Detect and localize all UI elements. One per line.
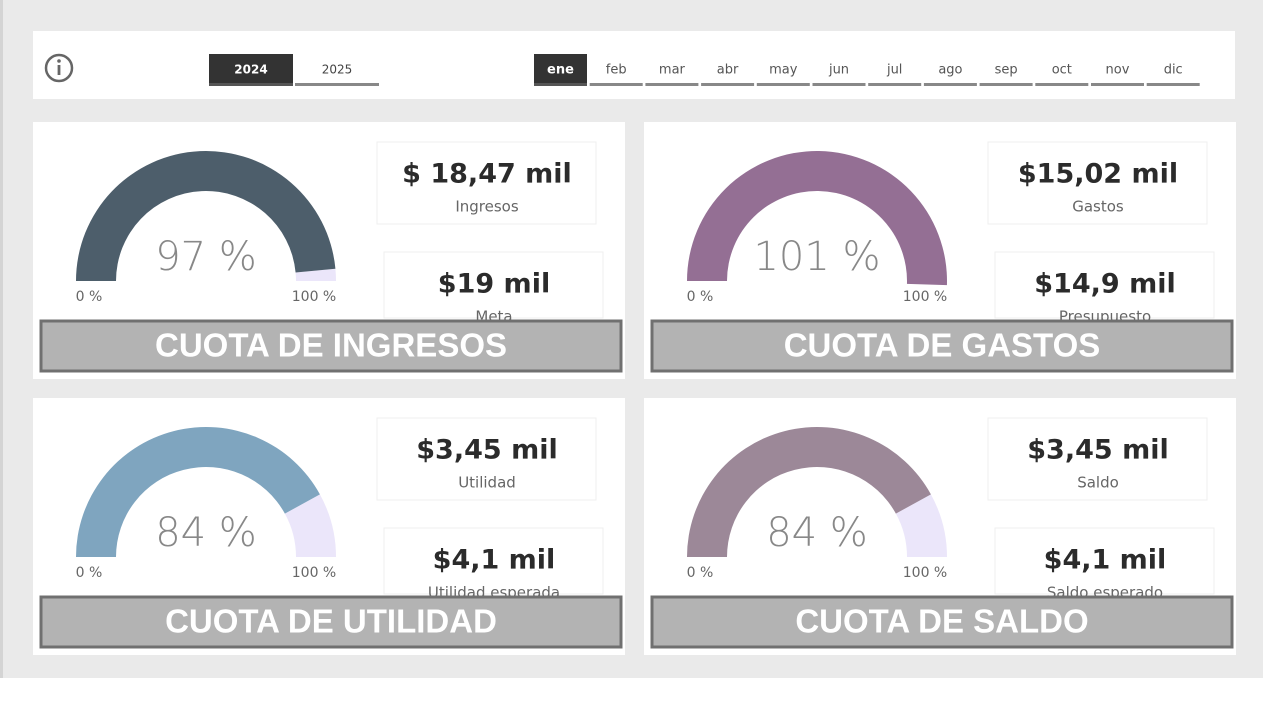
month-tab-underline	[1035, 83, 1089, 86]
month-tab[interactable]	[1035, 54, 1089, 84]
month-tab[interactable]	[868, 54, 922, 84]
kpi-box	[383, 527, 604, 595]
month-tab[interactable]	[645, 54, 699, 84]
card-title-bar	[39, 319, 623, 373]
month-tab-label: ene	[547, 63, 574, 78]
info-icon[interactable]	[44, 53, 74, 83]
gauge-value-arc	[76, 150, 336, 281]
kpi-box	[987, 417, 1208, 501]
month-tab-underline	[1146, 83, 1200, 86]
kpi-value: $3,45 mil	[1027, 435, 1168, 466]
kpi-value: $4,1 mil	[1044, 545, 1167, 576]
gauge-value-label: 97 %	[155, 234, 257, 280]
month-tab-underline	[1091, 83, 1144, 86]
month-tab[interactable]	[1091, 54, 1144, 84]
card-title: CUOTA DE INGRESOS	[155, 327, 507, 364]
year-tab-label: 2024	[234, 63, 267, 77]
month-tab[interactable]	[923, 54, 977, 84]
kpi-label: Ingresos	[455, 198, 519, 216]
card-title: CUOTA DE GASTOS	[784, 327, 1101, 364]
card-title-bar	[650, 595, 1234, 649]
month-tab-label: mar	[659, 63, 686, 78]
month-tab-label: feb	[606, 63, 627, 78]
month-tab[interactable]	[756, 54, 810, 84]
card-title: CUOTA DE UTILIDAD	[165, 603, 497, 640]
gauge-max-label: 100 %	[292, 565, 336, 581]
month-tab-label: sep	[995, 63, 1018, 78]
gauge-value-label: 84 %	[155, 510, 257, 556]
month-tab-underline	[923, 83, 977, 86]
month-tab-label: may	[769, 63, 798, 78]
month-tab-label: dic	[1164, 63, 1183, 78]
month-tab-underline	[756, 83, 810, 86]
month-tab-underline	[645, 83, 699, 86]
gauge-value-label: 101 %	[753, 234, 880, 280]
month-tab-label: jun	[828, 63, 849, 78]
month-tab-underline	[589, 83, 643, 86]
month-tab-label: oct	[1052, 63, 1072, 78]
gauge-min-label: 0 %	[76, 289, 103, 305]
month-tab[interactable]	[534, 54, 587, 84]
kpi-box	[987, 141, 1208, 225]
kpi-value: $15,02 mil	[1018, 159, 1178, 190]
month-tab[interactable]	[979, 54, 1033, 84]
month-tab-label: jul	[886, 63, 902, 78]
month-tab-underline	[701, 83, 755, 86]
gauge-track	[895, 494, 947, 557]
gauge-value-label: 84 %	[766, 510, 868, 556]
gauge-max-label: 100 %	[903, 289, 947, 305]
year-tab[interactable]	[209, 54, 293, 84]
gauge-min-label: 0 %	[76, 565, 103, 581]
month-tab-underline	[868, 83, 922, 86]
gauge-value-arc	[687, 150, 947, 286]
month-tab-underline	[812, 83, 866, 86]
year-tab-underline	[209, 83, 293, 86]
month-tab[interactable]	[701, 54, 755, 84]
kpi-label: Gastos	[1072, 198, 1124, 216]
card-title-bar	[39, 595, 623, 649]
card-title-bar	[650, 319, 1234, 373]
gauge-min-label: 0 %	[687, 565, 714, 581]
left-edge	[0, 0, 3, 678]
gauge-min-label: 0 %	[687, 289, 714, 305]
kpi-value: $14,9 mil	[1034, 269, 1175, 300]
kpi-value: $3,45 mil	[416, 435, 557, 466]
kpi-box	[376, 141, 597, 225]
kpi-value: $ 18,47 mil	[402, 159, 572, 190]
year-tab[interactable]	[295, 54, 379, 84]
card-title: CUOTA DE SALDO	[795, 603, 1088, 640]
month-tab[interactable]	[812, 54, 866, 84]
month-tab[interactable]	[589, 54, 643, 84]
gauge-track	[284, 494, 336, 557]
kpi-label: Saldo	[1077, 474, 1119, 492]
month-tab-label: ago	[938, 63, 962, 78]
kpi-value: $4,1 mil	[433, 545, 556, 576]
kpi-box	[994, 251, 1215, 319]
gauge-track	[295, 268, 336, 281]
kpi-value: $19 mil	[438, 269, 550, 300]
kpi-box	[383, 251, 604, 319]
kpi-box	[994, 527, 1215, 595]
gauge-value-arc	[76, 427, 320, 557]
month-tab-underline	[979, 83, 1033, 86]
year-tab-label: 2025	[322, 63, 353, 77]
year-tab-underline	[295, 83, 379, 86]
month-tab-label: abr	[717, 63, 739, 78]
month-tab-underline	[534, 83, 587, 86]
kpi-label: Utilidad	[458, 474, 516, 492]
kpi-box	[376, 417, 597, 501]
month-tab-label: nov	[1106, 63, 1130, 78]
gauge-max-label: 100 %	[292, 289, 336, 305]
gauge-value-arc	[687, 427, 931, 557]
gauge-max-label: 100 %	[903, 565, 947, 581]
month-tab[interactable]	[1146, 54, 1200, 84]
